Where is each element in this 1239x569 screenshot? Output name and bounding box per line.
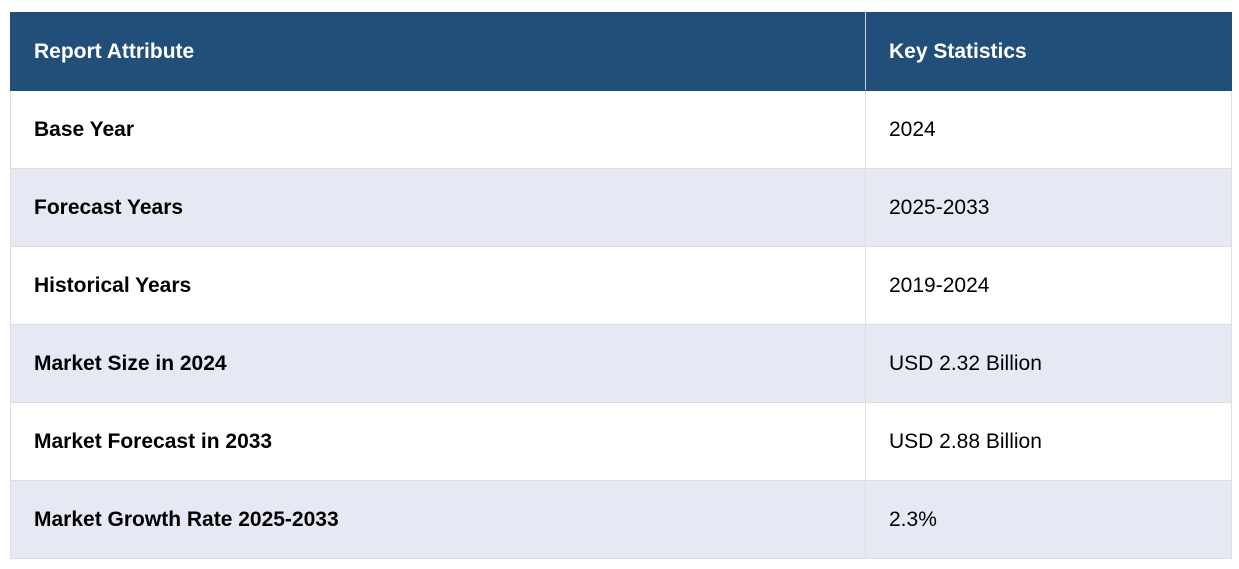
row-attribute: Market Growth Rate 2025-2033 xyxy=(10,480,866,559)
row-attribute: Market Forecast in 2033 xyxy=(10,402,866,481)
table-row: Market Size in 2024 USD 2.32 Billion xyxy=(10,324,1232,403)
table-row: Historical Years 2019-2024 xyxy=(10,246,1232,325)
row-attribute: Market Size in 2024 xyxy=(10,324,866,403)
row-value: USD 2.32 Billion xyxy=(865,324,1232,403)
table-header-row: Report Attribute Key Statistics xyxy=(10,12,1232,91)
row-value: 2.3% xyxy=(865,480,1232,559)
row-value: 2024 xyxy=(865,90,1232,169)
row-value: 2019-2024 xyxy=(865,246,1232,325)
header-key-statistics: Key Statistics xyxy=(865,12,1232,91)
row-value: USD 2.88 Billion xyxy=(865,402,1232,481)
table-row: Market Forecast in 2033 USD 2.88 Billion xyxy=(10,402,1232,481)
table-row: Base Year 2024 xyxy=(10,90,1232,169)
row-attribute: Historical Years xyxy=(10,246,866,325)
row-value: 2025-2033 xyxy=(865,168,1232,247)
report-attributes-table: Report Attribute Key Statistics Base Yea… xyxy=(10,12,1232,559)
header-report-attribute: Report Attribute xyxy=(10,12,866,91)
report-table-container: Report Attribute Key Statistics Base Yea… xyxy=(10,12,1232,559)
row-attribute: Forecast Years xyxy=(10,168,866,247)
row-attribute: Base Year xyxy=(10,90,866,169)
table-row: Market Growth Rate 2025-2033 2.3% xyxy=(10,480,1232,559)
table-row: Forecast Years 2025-2033 xyxy=(10,168,1232,247)
